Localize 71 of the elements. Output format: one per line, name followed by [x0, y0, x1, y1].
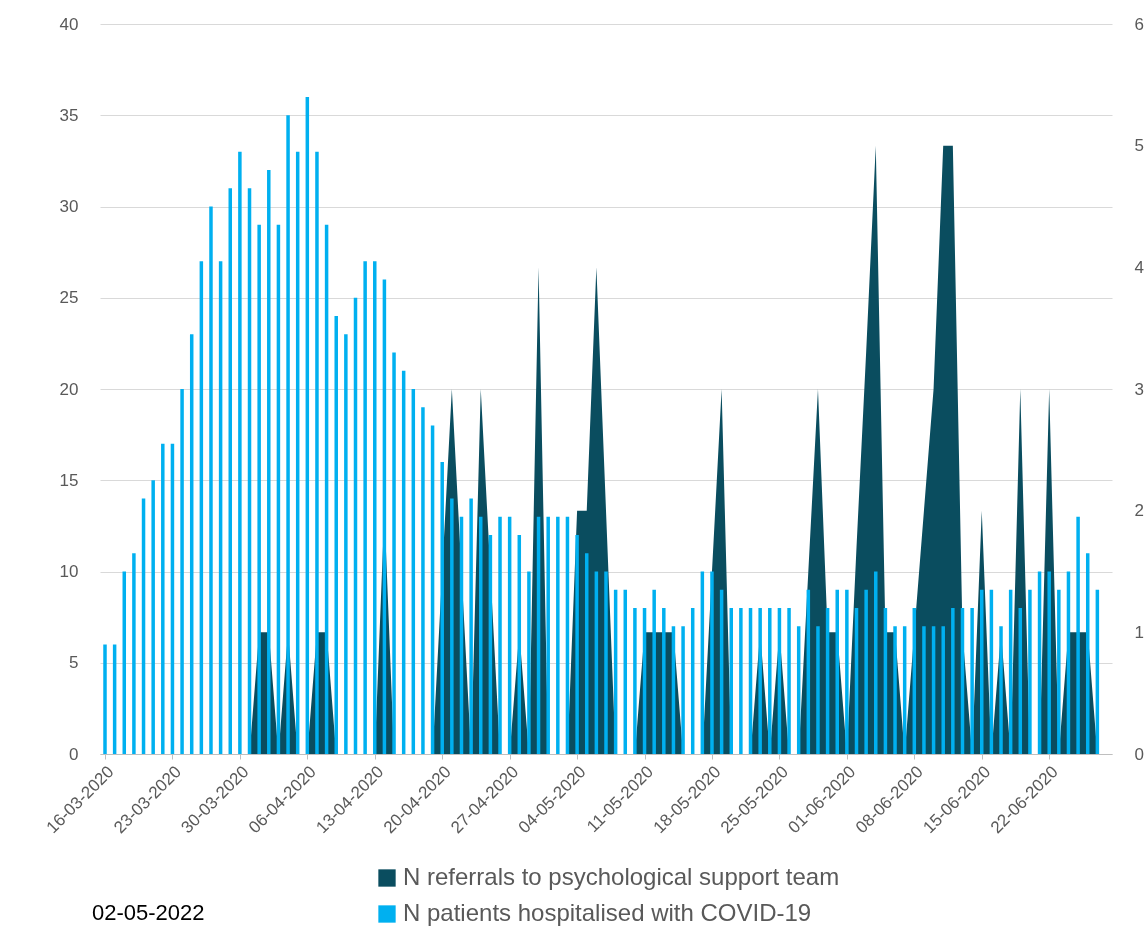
bar	[922, 626, 926, 754]
y2-tick-label: 4	[1134, 257, 1144, 277]
y2-tick-label: 5	[1134, 136, 1144, 156]
bar	[546, 516, 550, 754]
bar	[556, 516, 560, 754]
bar	[392, 352, 396, 754]
y-tick-label: 30	[59, 197, 79, 216]
bar	[816, 626, 820, 754]
text: 02-05-2022	[92, 900, 205, 926]
bar	[363, 261, 367, 754]
bar	[421, 407, 425, 754]
bar	[450, 498, 454, 754]
y-tick-label: 35	[59, 105, 79, 125]
bar	[334, 316, 338, 754]
bar	[662, 608, 666, 754]
bar	[209, 206, 213, 754]
bar	[893, 626, 897, 754]
bar	[1028, 589, 1032, 754]
bar	[286, 115, 290, 754]
bar	[344, 334, 348, 754]
bar	[999, 626, 1003, 754]
y2-tick-label: 0	[1134, 744, 1144, 764]
legend-label: N referrals to psychological support team	[403, 863, 840, 890]
bar	[373, 261, 377, 754]
bar	[758, 608, 762, 754]
y-tick-label: 25	[59, 288, 79, 308]
bar	[787, 608, 791, 754]
bar	[710, 571, 714, 754]
bar	[180, 389, 184, 754]
bar	[739, 608, 743, 754]
bar	[874, 571, 878, 754]
bar	[479, 516, 483, 754]
bar	[845, 589, 849, 754]
y-tick-label: 15	[59, 470, 79, 490]
bar	[1047, 571, 1051, 754]
bar	[970, 608, 974, 754]
bar	[633, 608, 637, 754]
bar	[681, 626, 685, 754]
bar	[575, 535, 579, 754]
bar	[151, 480, 155, 754]
bar	[768, 608, 772, 754]
y2-tick-label: 3	[1134, 379, 1144, 399]
bar	[440, 462, 444, 754]
bar	[951, 608, 955, 754]
y2-tick-label: 2	[1134, 501, 1144, 521]
y2-tick-label: 6	[1134, 14, 1144, 34]
bar	[604, 571, 608, 754]
y-tick-label: 5	[69, 653, 79, 673]
bar	[132, 553, 136, 754]
bar	[257, 224, 261, 754]
bar	[469, 498, 473, 754]
bar	[527, 571, 531, 754]
bar	[267, 170, 271, 754]
y-tick-label: 40	[59, 14, 79, 34]
bar	[498, 516, 502, 754]
bar	[315, 151, 319, 754]
bar	[103, 644, 107, 754]
bar	[980, 589, 984, 754]
bar	[652, 589, 656, 754]
y-tick-label: 0	[69, 744, 79, 764]
bar	[1076, 516, 1080, 754]
bar	[835, 589, 839, 754]
bar	[1057, 589, 1061, 754]
legend-label: N patients hospitalised with COVID-19	[403, 899, 812, 926]
y-tick-label: 20	[59, 379, 79, 399]
y-tick-label: 10	[59, 562, 79, 581]
bar	[941, 626, 945, 754]
bar	[864, 589, 868, 754]
bar	[238, 151, 242, 754]
y2-tick-label: 1	[1134, 622, 1144, 642]
bar	[161, 443, 165, 754]
